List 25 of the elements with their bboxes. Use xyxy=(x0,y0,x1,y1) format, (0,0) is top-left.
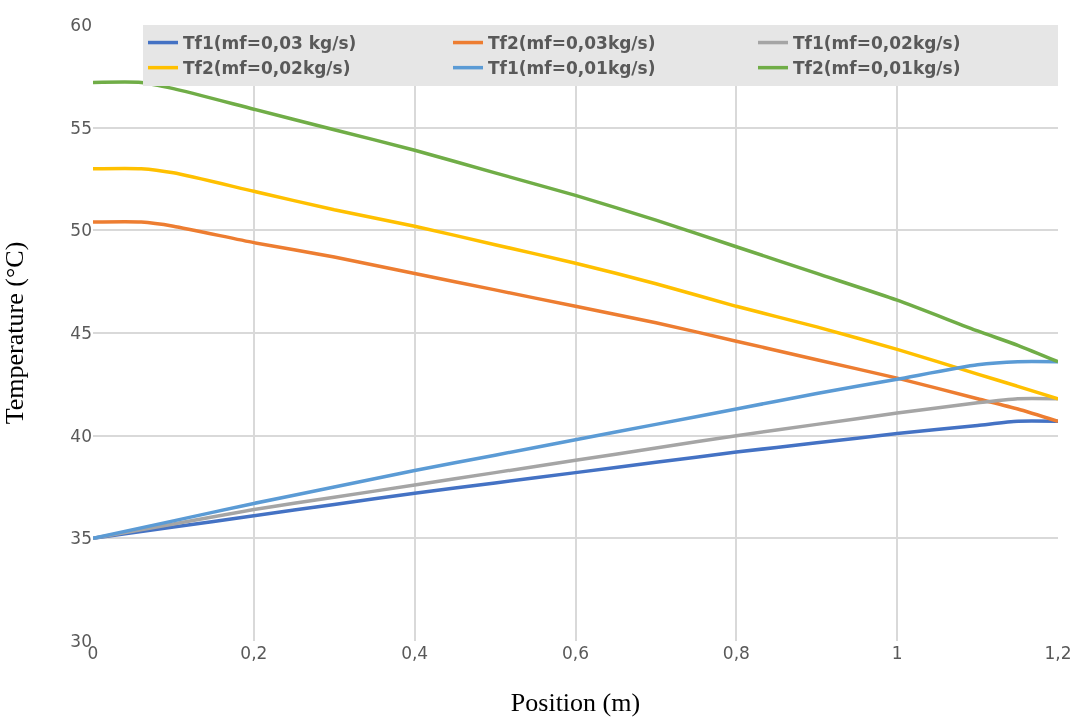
y-tick-label: 35 xyxy=(70,528,92,549)
legend-label: Tf2(mf=0,01kg/s) xyxy=(793,58,961,79)
legend-label: Tf2(mf=0,03kg/s) xyxy=(488,33,656,54)
y-tick-label: 60 xyxy=(70,14,92,35)
legend-label: Tf1(mf=0,01kg/s) xyxy=(488,58,656,79)
y-axis-title: Temperature (°C) xyxy=(0,241,29,425)
y-tick-label: 55 xyxy=(70,117,92,138)
line-series xyxy=(93,419,1058,541)
y-tick-label: 50 xyxy=(70,220,92,241)
x-tick-label: 0,2 xyxy=(240,643,268,663)
legend-label: Tf1(mf=0,02kg/s) xyxy=(793,33,961,54)
y-tick-label: 40 xyxy=(70,425,92,446)
legend-label: Tf1(mf=0,03 kg/s) xyxy=(183,33,357,54)
x-tick-label: 0,8 xyxy=(722,643,750,663)
x-tick-label: 1,2 xyxy=(1044,643,1072,663)
x-axis-title: Position (m) xyxy=(510,687,641,717)
y-tick-label: 45 xyxy=(70,322,92,343)
x-tick-label: 0,6 xyxy=(561,643,590,663)
line-series xyxy=(93,359,1058,541)
line-series xyxy=(93,220,1058,424)
line-series xyxy=(93,80,1058,364)
line-series xyxy=(93,166,1058,401)
x-tick-label: 0,4 xyxy=(401,643,429,663)
legend-label: Tf2(mf=0,02kg/s) xyxy=(183,58,351,79)
x-tick-label: 1 xyxy=(891,643,903,663)
